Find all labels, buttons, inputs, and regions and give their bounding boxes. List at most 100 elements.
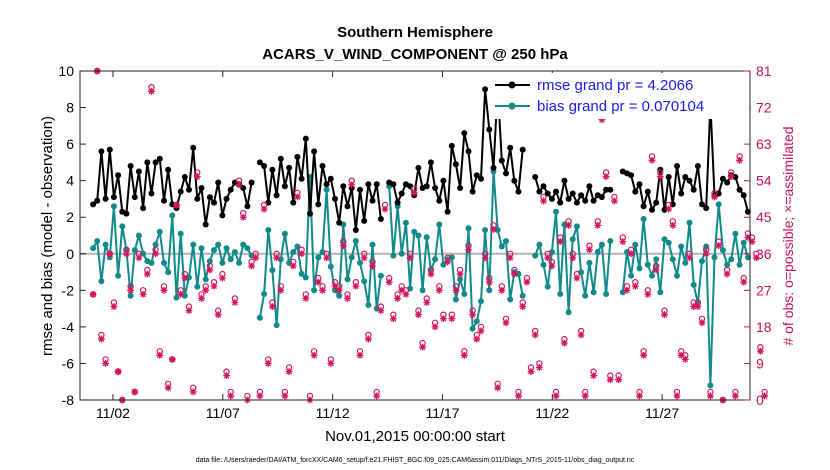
obs-assimilated-marker	[281, 392, 289, 400]
rmse-point	[115, 172, 122, 179]
obs-assimilated-marker	[369, 262, 376, 270]
bias-point	[131, 247, 138, 254]
rmse-point	[519, 146, 526, 153]
bias-point	[674, 272, 680, 279]
obs-assimilated-marker	[560, 339, 568, 347]
bias-point	[690, 281, 697, 288]
rmse-point	[215, 179, 222, 186]
bias-point	[169, 212, 176, 219]
obs-assimilated-marker	[535, 364, 543, 371]
obs-assimilated-marker	[319, 286, 326, 294]
rmse-point	[94, 197, 101, 204]
rmse-point	[603, 186, 610, 193]
rmse-point	[90, 201, 97, 208]
y-tick-label: 10	[58, 63, 74, 79]
bias-point	[452, 296, 459, 303]
bias-point	[302, 274, 309, 281]
obs-assimilated-marker	[636, 392, 643, 400]
obs-assimilated-marker	[277, 286, 285, 294]
obs-assimilated-marker	[89, 290, 97, 298]
bias-point	[678, 243, 685, 250]
bias-point	[231, 249, 238, 255]
bias-point	[707, 382, 714, 389]
x-axis-label: Nov.01,2015 00:00:00 start	[325, 428, 506, 445]
rmse-point	[640, 203, 647, 210]
obs-assimilated-marker	[598, 116, 606, 124]
rmse-point	[573, 199, 580, 206]
rmse-point	[223, 195, 230, 202]
rmse-point	[165, 166, 172, 173]
rmse-point	[190, 144, 197, 151]
rmse-point	[569, 190, 576, 197]
rmse-point	[544, 190, 551, 197]
bias-point	[598, 241, 605, 248]
bias-point	[498, 243, 505, 250]
bias-point	[219, 259, 226, 266]
rmse-point	[206, 194, 213, 201]
obs-assimilated-marker	[723, 270, 731, 278]
rmse-point	[582, 197, 589, 204]
obs-assimilated-marker	[231, 299, 239, 306]
obs-assimilated-marker	[498, 286, 506, 294]
obs-assimilated-marker	[139, 290, 147, 298]
bias-point	[569, 236, 576, 243]
series-layer	[90, 84, 751, 389]
rmse-point	[127, 163, 134, 169]
rmse-point	[436, 197, 443, 204]
obs-assimilated-marker	[686, 254, 693, 262]
obs-assimilated-marker	[661, 311, 668, 319]
obs-assimilated-marker	[352, 282, 360, 290]
obs-assimilated-marker	[727, 173, 735, 181]
obs-assimilated-marker	[665, 205, 673, 213]
bias-point	[315, 254, 322, 261]
obs-assimilated-marker	[431, 323, 439, 331]
bias-point	[215, 241, 222, 248]
obs-assimilated-marker	[740, 278, 748, 286]
obs-assimilated-marker	[435, 286, 443, 294]
obs-assimilated-marker	[427, 270, 435, 278]
bias-point	[102, 241, 109, 248]
rmse-point	[286, 164, 293, 171]
rmse-point	[498, 157, 505, 164]
rmse-point	[352, 227, 359, 233]
bias-point	[161, 259, 167, 266]
rmse-point	[540, 183, 547, 190]
data-file-footnote: data file: /Users/raeder/DAI/ATM_forcXX/…	[196, 457, 635, 464]
bias-point	[628, 272, 635, 279]
obs-assimilated-marker	[377, 307, 385, 315]
rmse-point	[311, 148, 318, 155]
rmse-point	[273, 192, 280, 199]
legend: rmse grand pr = 4.2066 bias grand pr = 0…	[489, 73, 749, 119]
obs-assimilated-marker	[644, 290, 652, 298]
obs-assimilated-marker	[606, 376, 614, 384]
obs-assimilated-marker	[631, 282, 639, 290]
obs-assimilated-marker	[285, 368, 293, 375]
rmse-point	[590, 197, 597, 204]
bias-point	[699, 258, 705, 265]
bias-point	[644, 261, 651, 268]
obs-assimilated-marker	[327, 360, 335, 367]
bias-point	[198, 245, 205, 252]
obs-assimilated-marker	[164, 384, 172, 392]
y-tick-label: 6	[66, 136, 74, 152]
obs-assimilated-marker	[410, 189, 418, 197]
x-tick-label: 11/07	[206, 405, 240, 421]
x-tick-label: 11/12	[316, 405, 350, 421]
obs-assimilated-marker	[652, 266, 660, 274]
rmse-point	[315, 201, 322, 208]
obs-assimilated-marker	[202, 286, 210, 294]
rmse-point	[744, 208, 751, 215]
bias-point	[540, 261, 547, 268]
rmse-point	[344, 203, 351, 210]
bias-point	[127, 292, 134, 299]
rmse-point	[578, 192, 585, 199]
rmse-point	[636, 181, 643, 188]
y-tick-label: 2	[66, 209, 74, 225]
rmse-point	[465, 148, 472, 155]
rmse-point	[277, 155, 284, 162]
obs-assimilated-marker	[419, 343, 426, 351]
obs-assimilated-marker	[706, 392, 714, 400]
rmse-point	[281, 183, 288, 190]
rmse-point	[432, 185, 439, 191]
rmse-point	[515, 188, 522, 195]
